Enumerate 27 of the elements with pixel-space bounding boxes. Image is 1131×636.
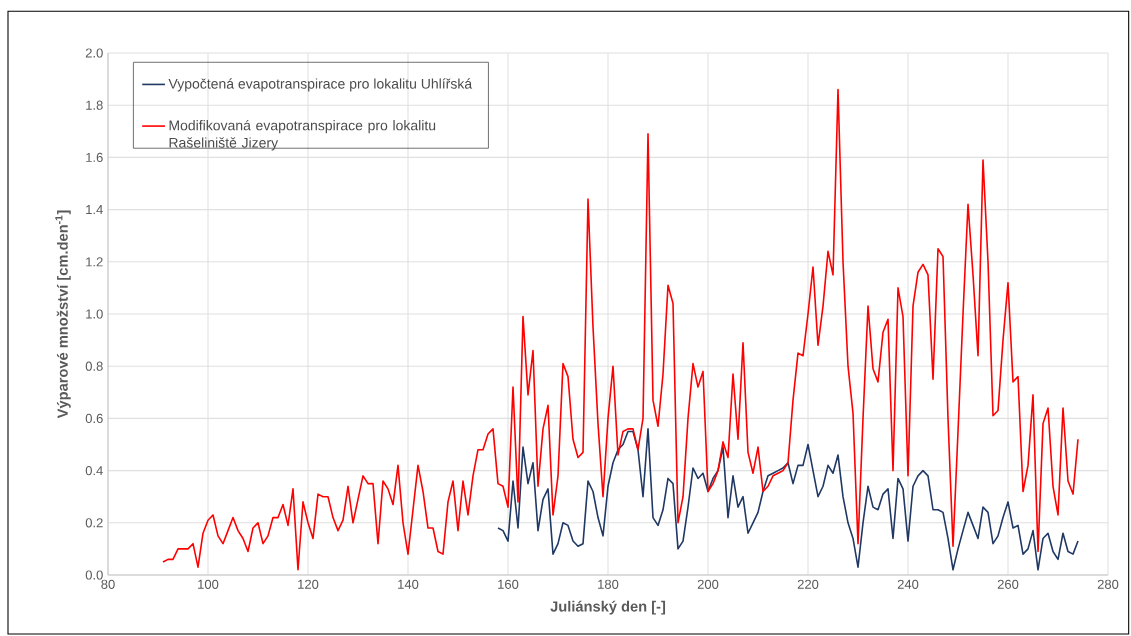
x-tick-label: 80	[101, 579, 115, 589]
x-tick-label: 120	[298, 579, 319, 589]
y-tick-label: 1.6	[86, 152, 103, 162]
x-tick-label: 140	[398, 579, 419, 589]
y-tick-label: 1.8	[86, 100, 103, 110]
x-tick-label: 160	[498, 579, 519, 589]
x-tick-label: 180	[598, 579, 619, 589]
y-tick-label: 0.2	[85, 518, 103, 528]
y-tick-label: 2.0	[85, 48, 103, 58]
y-tick-label: 0.6	[85, 413, 103, 423]
legend-label: Vypočtená evapotranspirace pro lokalitu Uhlířská	[168, 78, 473, 92]
x-tick-label: 220	[797, 579, 819, 589]
y-tick-label: 0.0	[85, 570, 103, 580]
y-tick-label: 0.8	[85, 361, 103, 371]
x-tick-label: 280	[1097, 579, 1119, 589]
line-series	[497, 428, 1079, 571]
y-tick-label: 0.4	[85, 466, 103, 476]
y-axis-title: Výparové množství [cm.den$^{-1}$]	[55, 210, 71, 419]
y-tick-label: 1.4	[86, 205, 103, 215]
x-tick-label: 200	[697, 579, 719, 589]
x-tick-label: 240	[897, 579, 919, 589]
x-tick-label: 260	[997, 579, 1019, 589]
x-tick-label: 100	[198, 579, 219, 589]
x-axis-title: Juliánský den [-]	[550, 600, 666, 615]
y-tick-label: 1.2	[86, 257, 103, 267]
legend-label: Modifikovaná evapotranspirace pro lokalitu Rašeliniště Jizery	[169, 119, 436, 151]
y-tick-label: 1.0	[86, 309, 103, 319]
